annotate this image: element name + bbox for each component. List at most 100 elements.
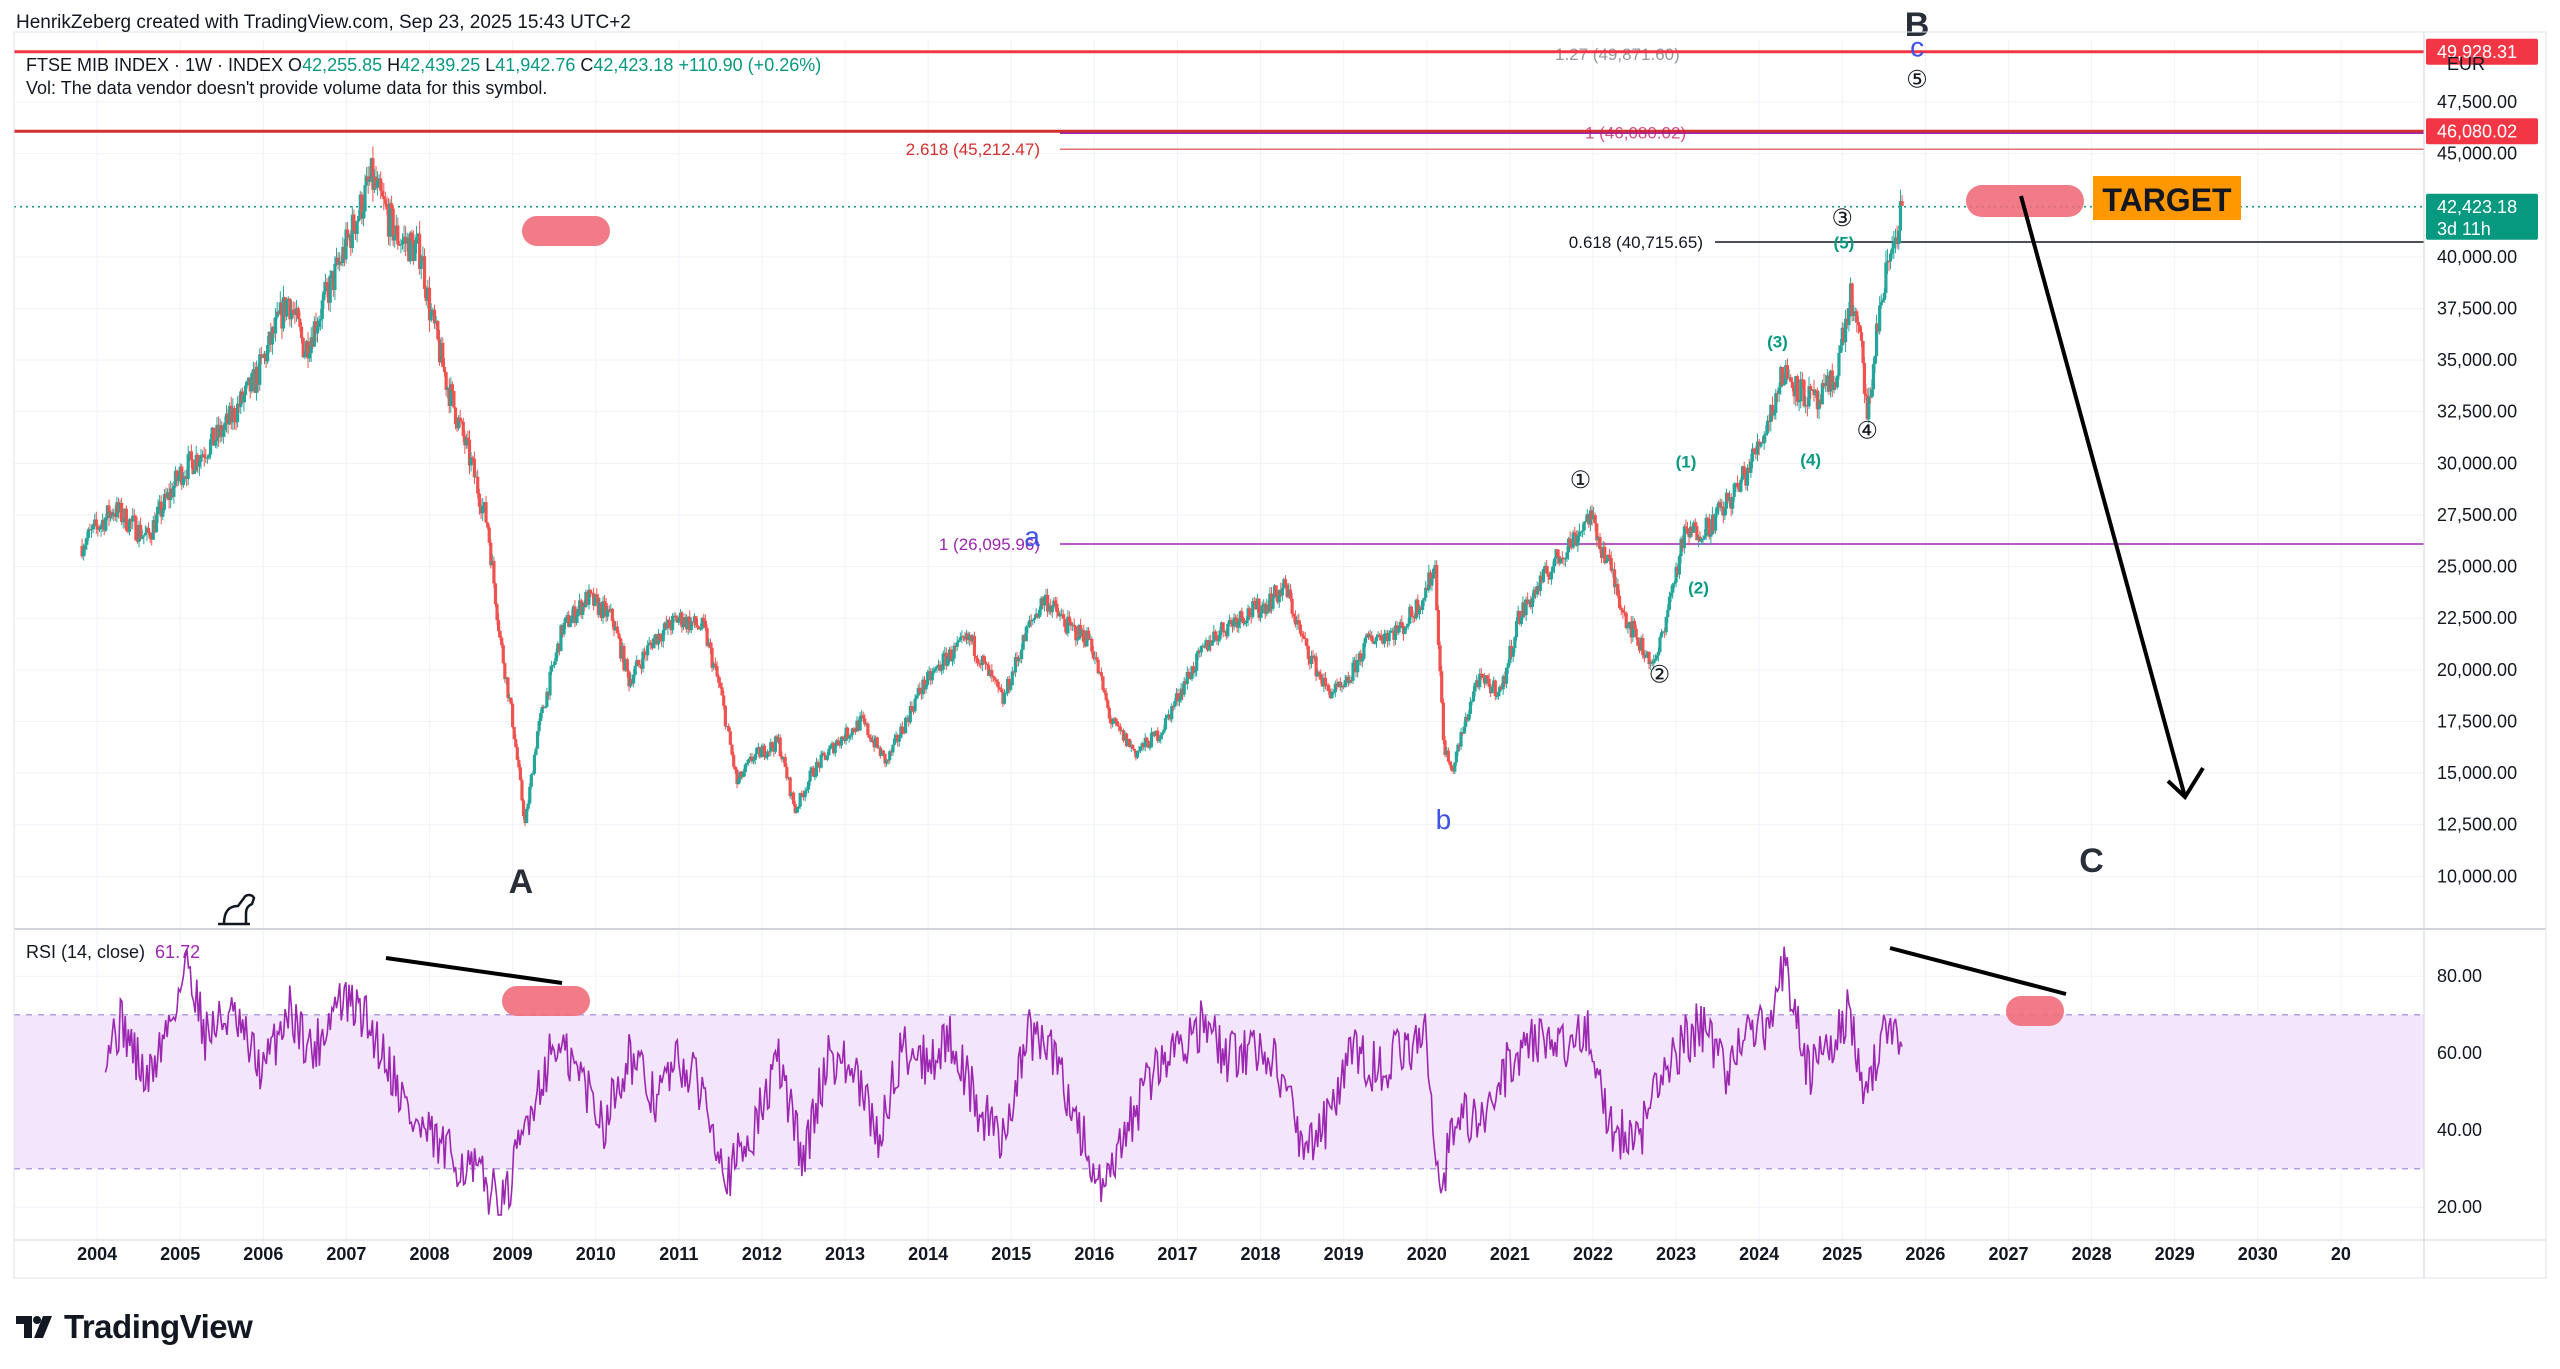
candle-body [1762, 435, 1766, 444]
tradingview-logo[interactable]: TradingView [16, 1307, 253, 1347]
candle-body [1707, 519, 1711, 537]
candle-body [1016, 657, 1021, 662]
candle-body [1135, 751, 1140, 758]
candle-body [1878, 305, 1882, 332]
candle-body [1115, 721, 1119, 726]
candle-body [619, 638, 623, 659]
candle-body [1422, 597, 1426, 601]
candle-body [1216, 639, 1221, 641]
candle-body [1684, 526, 1688, 529]
candle-body [385, 203, 389, 210]
candle-body [670, 615, 675, 631]
candle-body [466, 437, 470, 440]
candle-body [1815, 390, 1819, 410]
candle-body [888, 751, 892, 761]
candle-body [933, 668, 938, 671]
candle-body [846, 727, 850, 739]
candle-body [1799, 379, 1803, 402]
candle-body [1855, 311, 1859, 322]
candle-body [1897, 230, 1901, 245]
candle-body [593, 594, 597, 606]
candle-body [1330, 692, 1334, 698]
candle-body [1787, 377, 1791, 379]
candle-body [421, 256, 425, 262]
candle-body [1416, 599, 1420, 615]
candle-body [990, 670, 994, 677]
candle-body [1732, 483, 1736, 498]
candle-body [1790, 381, 1795, 388]
candle-body [325, 282, 329, 288]
rsi-legend[interactable]: RSI (14, close) 61.72 [26, 942, 200, 963]
candle-body [1409, 606, 1414, 617]
candle-body [819, 754, 823, 768]
candle-body [1699, 539, 1704, 542]
candle-body [1752, 448, 1756, 453]
candle-body [1013, 657, 1017, 673]
candle-body [1306, 646, 1310, 660]
symbol-name[interactable]: FTSE MIB INDEX · 1W · INDEX [26, 55, 284, 75]
candle-body [1870, 389, 1874, 398]
level-label-2618: 2.618 (45,212.47) [906, 140, 1040, 159]
y-tick-label: 30,000.00 [2437, 453, 2517, 473]
candle-body [308, 353, 312, 359]
candle-body [974, 656, 978, 659]
candle-body [1462, 726, 1466, 734]
candle-body [319, 319, 323, 321]
candle-body [534, 748, 538, 755]
currency-label[interactable]: EUR [2447, 54, 2486, 74]
candle-body [902, 732, 906, 734]
candle-body [1820, 383, 1824, 405]
candle-body [1104, 692, 1108, 701]
candle-body [926, 672, 930, 685]
candle-body [863, 718, 867, 725]
candle-body [1232, 617, 1236, 627]
candle-body [652, 638, 656, 649]
candle-body [745, 763, 749, 765]
candle-body [1862, 362, 1867, 394]
candle-body [175, 470, 179, 482]
x-tick-label: 2011 [659, 1244, 698, 1264]
candle-body [632, 674, 636, 684]
candle-body [1243, 623, 1247, 625]
candle-body [306, 341, 310, 359]
candle-body [1496, 691, 1501, 696]
candle-body [1792, 387, 1796, 397]
candle-body [355, 221, 359, 235]
rsi-divergence-2025 [1889, 946, 2067, 996]
candle-body [1114, 718, 1118, 722]
candle-body [747, 759, 751, 764]
candle-body [1632, 620, 1637, 629]
candle-body [694, 616, 698, 626]
candle-body [1879, 302, 1883, 306]
candle-body [730, 744, 734, 755]
level-label-1-upper: 1 (46,080.02) [1585, 123, 1686, 142]
candle-body [595, 594, 599, 598]
candle-body [315, 326, 320, 334]
candle-body [1892, 242, 1896, 249]
candle-body [1438, 645, 1442, 672]
candle-body [548, 671, 552, 696]
candle-body [382, 196, 386, 200]
candle-body [1769, 404, 1773, 422]
candle-body [952, 645, 956, 659]
candle-body [1271, 597, 1275, 609]
candle-body [1807, 386, 1811, 407]
candle-body [955, 642, 959, 647]
candle-body [1131, 744, 1135, 749]
candle-body [1406, 623, 1410, 627]
candle-body [1609, 557, 1613, 571]
candle-body [996, 681, 1000, 688]
candle-body [803, 790, 807, 798]
candle-body [1794, 376, 1798, 397]
candle-body [469, 457, 473, 466]
candle-body [1864, 393, 1868, 396]
candle-body [1146, 741, 1150, 748]
candle-body [1867, 396, 1871, 420]
candle-body [1832, 382, 1836, 390]
candle-body [1101, 676, 1105, 691]
candle-body [1797, 401, 1801, 403]
candle-body [715, 666, 719, 677]
candle-body [232, 408, 237, 422]
candle-body [1314, 656, 1318, 677]
